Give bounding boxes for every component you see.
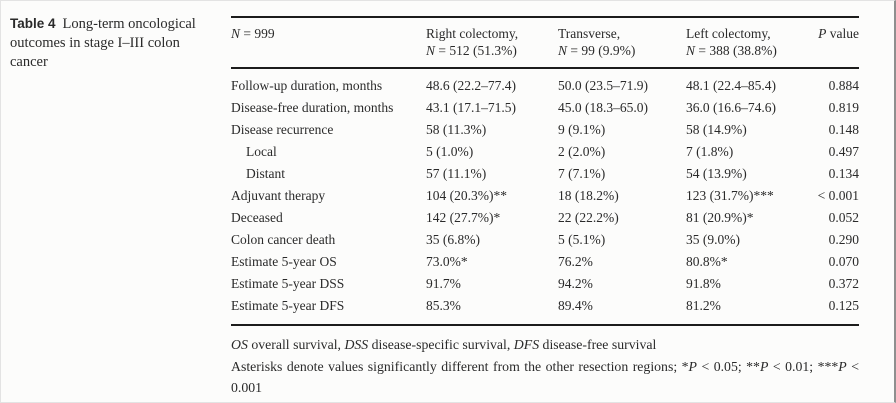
- header-p-value: P value: [818, 26, 859, 41]
- row-label: Estimate 5-year DSS: [231, 276, 345, 291]
- cell-p-value: 0.819: [828, 100, 859, 115]
- cell-right-colectomy: 48.6 (22.2–77.4): [426, 78, 516, 93]
- table-row: Distant 57 (11.1%) 7 (7.1%) 54 (13.9%) 0…: [231, 163, 859, 185]
- row-label: Disease-free duration, months: [231, 100, 394, 115]
- table-row: Deceased 142 (27.7%)* 22 (22.2%) 81 (20.…: [231, 207, 859, 229]
- row-label: Estimate 5-year DFS: [231, 298, 345, 313]
- cell-right-colectomy: 35 (6.8%): [426, 232, 480, 247]
- header-line1: Transverse,: [558, 26, 621, 41]
- table-row: Local 5 (1.0%) 2 (2.0%) 7 (1.8%) 0.497: [231, 141, 859, 163]
- table-row: Estimate 5-year DSS 91.7% 94.2% 91.8% 0.…: [231, 273, 859, 295]
- cell-p-value: 0.290: [828, 232, 859, 247]
- table-caption: Table 4 Long-term oncological outcomes in…: [10, 16, 196, 70]
- cell-left-colectomy: 81.2%: [686, 298, 721, 313]
- table-row: Estimate 5-year DFS 85.3% 89.4% 81.2% 0.…: [231, 295, 859, 317]
- cell-right-colectomy: 104 (20.3%)**: [426, 188, 507, 203]
- row-label: Local: [246, 144, 277, 159]
- cell-left-colectomy: 7 (1.8%): [686, 144, 734, 159]
- cell-transverse: 94.2%: [558, 276, 593, 291]
- table-body: Follow-up duration, months 48.6 (22.2–77…: [231, 69, 859, 326]
- cell-transverse: 89.4%: [558, 298, 593, 313]
- cell-left-colectomy: 35 (9.0%): [686, 232, 740, 247]
- row-label: Estimate 5-year OS: [231, 254, 337, 269]
- header-right-colectomy: Right colectomy, N = 512 (51.3%): [426, 25, 558, 59]
- cell-transverse: 45.0 (18.3–65.0): [558, 100, 648, 115]
- table-row: Disease recurrence 58 (11.3%) 9 (9.1%) 5…: [231, 119, 859, 141]
- row-label: Colon cancer death: [231, 232, 336, 247]
- header-left-colectomy: Left colectomy, N = 388 (38.8%): [686, 25, 796, 59]
- header-line2: N = 512 (51.3%): [426, 43, 517, 58]
- cell-right-colectomy: 73.0%*: [426, 254, 468, 269]
- cell-right-colectomy: 43.1 (17.1–71.5): [426, 100, 516, 115]
- cell-p-value: 0.148: [828, 122, 859, 137]
- cell-transverse: 18 (18.2%): [558, 188, 619, 203]
- footnote-abbreviations: OS overall survival, DSS disease-specifi…: [231, 337, 657, 352]
- header-line1: Right colectomy,: [426, 26, 519, 41]
- cell-p-value: 0.884: [828, 78, 859, 93]
- row-label: Disease recurrence: [231, 122, 334, 137]
- table-header: N = 999 Right colectomy, N = 512 (51.3%)…: [231, 16, 859, 69]
- table-footnotes: OS overall survival, DSS disease-specifi…: [231, 334, 859, 398]
- cell-left-colectomy: 123 (31.7%)***: [686, 188, 774, 203]
- cell-p-value: 0.134: [828, 166, 859, 181]
- row-label: Adjuvant therapy: [231, 188, 326, 203]
- cell-right-colectomy: 58 (11.3%): [426, 122, 487, 137]
- footnote-asterisks: Asterisks denote values significantly di…: [231, 359, 859, 395]
- cell-p-value: < 0.001: [817, 188, 859, 203]
- header-transverse: Transverse, N = 99 (9.9%): [558, 25, 686, 59]
- table-row: Follow-up duration, months 48.6 (22.2–77…: [231, 75, 859, 97]
- cell-transverse: 2 (2.0%): [558, 144, 606, 159]
- table-4: N = 999 Right colectomy, N = 512 (51.3%)…: [231, 16, 859, 399]
- row-label: Distant: [246, 166, 285, 181]
- cell-left-colectomy: 58 (14.9%): [686, 122, 747, 137]
- cell-right-colectomy: 85.3%: [426, 298, 461, 313]
- cell-p-value: 0.070: [828, 254, 859, 269]
- cell-left-colectomy: 54 (13.9%): [686, 166, 747, 181]
- cell-right-colectomy: 142 (27.7%)*: [426, 210, 501, 225]
- table-row: Disease-free duration, months 43.1 (17.1…: [231, 97, 859, 119]
- header-line1: Left colectomy,: [686, 26, 771, 41]
- header-line2: N = 388 (38.8%): [686, 43, 777, 58]
- cell-right-colectomy: 5 (1.0%): [426, 144, 474, 159]
- header-n-total: N = 999: [231, 26, 275, 41]
- cell-left-colectomy: 81 (20.9%)*: [686, 210, 754, 225]
- row-label: Follow-up duration, months: [231, 78, 383, 93]
- table-row: Colon cancer death 35 (6.8%) 5 (5.1%) 35…: [231, 229, 859, 251]
- row-label: Deceased: [231, 210, 283, 225]
- cell-p-value: 0.497: [828, 144, 859, 159]
- cell-right-colectomy: 91.7%: [426, 276, 461, 291]
- cell-left-colectomy: 48.1 (22.4–85.4): [686, 78, 776, 93]
- cell-transverse: 5 (5.1%): [558, 232, 606, 247]
- cell-left-colectomy: 91.8%: [686, 276, 721, 291]
- cell-transverse: 76.2%: [558, 254, 593, 269]
- cell-right-colectomy: 57 (11.1%): [426, 166, 487, 181]
- cell-transverse: 9 (9.1%): [558, 122, 606, 137]
- cell-transverse: 22 (22.2%): [558, 210, 619, 225]
- cell-transverse: 7 (7.1%): [558, 166, 606, 181]
- cell-p-value: 0.052: [828, 210, 859, 225]
- cell-p-value: 0.372: [828, 276, 859, 291]
- table-row: Estimate 5-year OS 73.0%* 76.2% 80.8%* 0…: [231, 251, 859, 273]
- cell-p-value: 0.125: [828, 298, 859, 313]
- cell-left-colectomy: 80.8%*: [686, 254, 728, 269]
- table-row: Adjuvant therapy 104 (20.3%)** 18 (18.2%…: [231, 185, 859, 207]
- cell-left-colectomy: 36.0 (16.6–74.6): [686, 100, 776, 115]
- cell-transverse: 50.0 (23.5–71.9): [558, 78, 648, 93]
- header-line2: N = 99 (9.9%): [558, 43, 636, 58]
